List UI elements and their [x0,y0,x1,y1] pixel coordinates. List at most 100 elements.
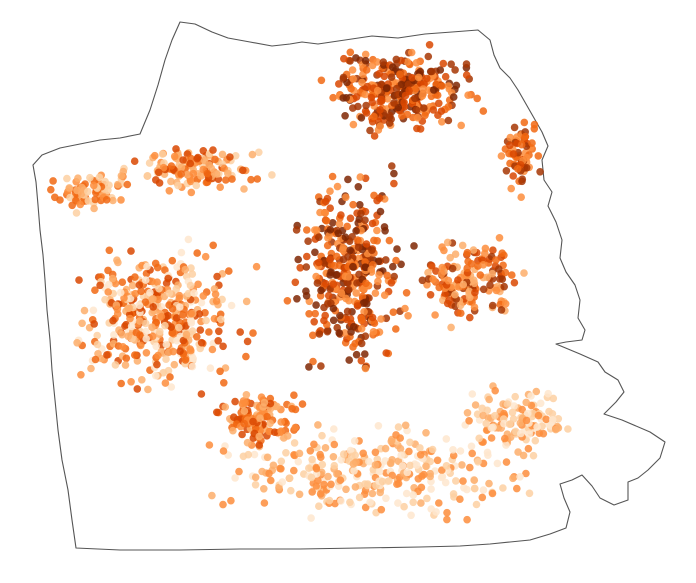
incident-point [378,477,387,486]
incident-point [336,476,345,485]
incident-point [344,273,353,281]
incident-point [443,508,451,517]
incident-point [77,371,85,379]
incident-point [326,204,335,212]
incident-point [142,327,150,336]
incident-point [152,342,160,351]
incident-point [314,421,322,429]
incident-point [458,461,466,469]
incident-point [469,246,478,254]
incident-point [219,500,227,509]
incident-point [312,464,321,473]
incident-point [149,332,157,341]
incident-point [383,271,392,280]
incident-point [402,289,411,297]
incident-point [159,163,168,172]
incident-point [441,478,450,487]
incident-point [416,444,424,452]
incident-point [119,343,127,351]
incident-point [141,319,150,328]
incident-point [463,515,471,524]
incident-point [266,419,274,428]
incident-point [358,78,366,87]
incident-point [205,328,213,336]
incident-point [189,355,197,363]
incident-point [401,421,410,430]
incident-point [552,425,560,434]
incident-point [518,405,526,414]
incident-point [506,133,515,142]
incident-point [295,449,304,458]
incident-point [188,362,197,371]
incident-point [433,456,442,465]
incident-point [361,216,369,224]
incident-point [290,466,298,475]
incident-point [328,219,337,227]
incident-point [76,200,85,209]
incident-point [464,91,472,99]
incident-point [209,146,217,154]
incident-point [251,473,260,482]
incident-point [226,153,234,161]
incident-point [342,485,350,494]
incident-point [283,432,292,440]
incident-point [365,457,373,466]
incident-point [376,207,385,216]
incident-point [420,470,428,479]
incident-point [486,281,494,290]
incident-point [452,81,461,90]
incident-point [197,338,206,347]
incident-point [342,294,350,303]
incident-point [179,336,188,345]
incident-point [382,349,391,357]
incident-point [127,322,136,331]
incident-point [377,315,385,323]
incident-point [416,451,425,459]
incident-point [422,429,430,437]
incident-point [463,264,472,273]
incident-point [307,473,316,482]
incident-point [390,272,399,281]
incident-point [495,265,503,273]
incident-point [165,187,174,195]
incident-point [439,59,448,68]
incident-point [368,246,376,254]
incident-point [390,169,398,178]
incident-point [220,379,228,387]
incident-point [476,271,485,279]
incident-point [375,69,384,78]
incident-point [148,277,156,286]
incident-point [337,497,345,505]
incident-point [425,41,434,49]
incident-point [68,201,76,210]
incident-point [242,352,250,361]
incident-point [260,499,269,507]
incident-point [514,448,522,456]
incident-point [367,93,376,102]
incident-point [240,185,248,193]
incident-point [385,119,394,127]
incident-point [213,408,221,417]
incident-point [287,486,295,495]
incident-point [435,283,444,292]
incident-point [141,298,150,307]
incident-point [511,392,519,401]
incident-point [141,276,150,284]
incident-point [291,278,300,287]
incident-point [475,434,484,443]
incident-point [373,196,381,205]
incident-point [205,441,214,449]
incident-point [445,296,453,305]
incident-point [528,139,536,147]
incident-point [357,324,366,333]
incident-point [231,397,239,406]
incident-point [327,480,335,489]
incident-point [520,118,529,127]
incident-point [497,152,506,160]
incident-point [229,426,237,435]
incident-point [357,356,366,365]
incident-point [339,73,348,82]
incident-point [250,450,259,459]
incident-point [324,300,332,308]
incident-point [418,276,427,285]
